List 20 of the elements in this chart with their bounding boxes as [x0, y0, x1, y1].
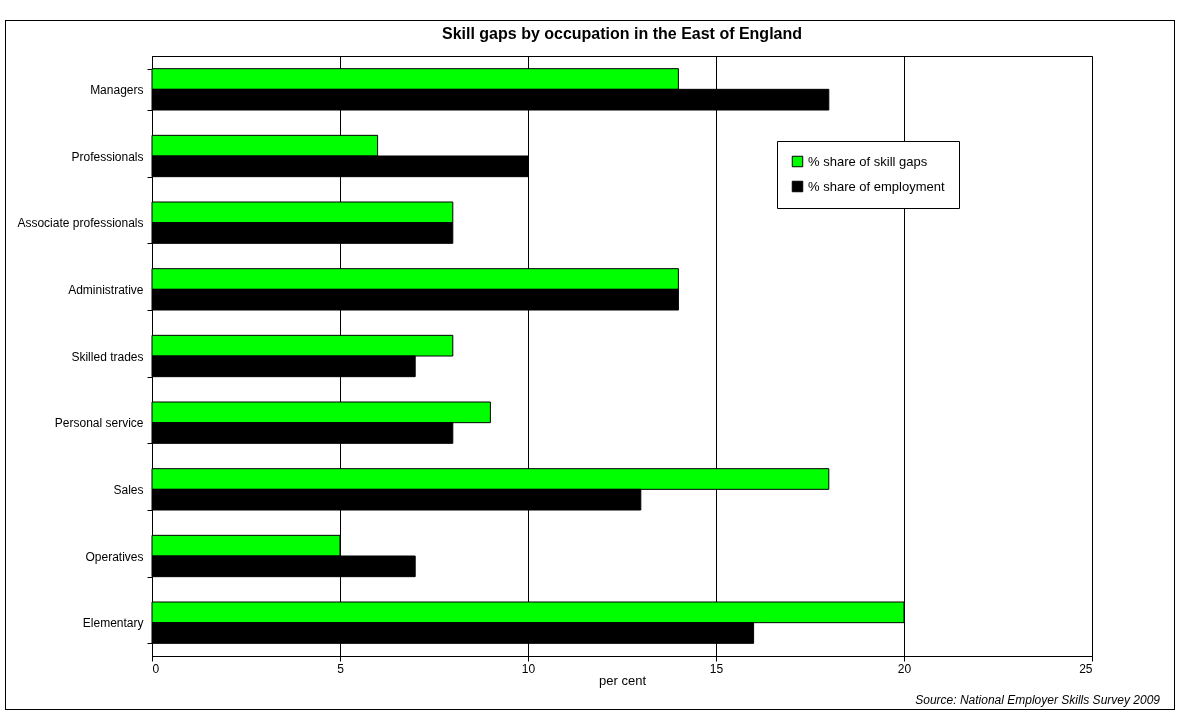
- y-tick-label: Associate professionals: [17, 216, 144, 231]
- source-note: Source: National Employer Skills Survey 2009: [915, 693, 1160, 707]
- x-tick-label: 20: [897, 661, 912, 676]
- x-tick-label: 10: [521, 661, 536, 676]
- y-tick-label: Administrative: [68, 282, 144, 297]
- legend-label: % share of employment: [808, 178, 945, 194]
- y-tick-label: Personal service: [54, 416, 144, 431]
- y-tick-label: Elementary: [82, 616, 144, 631]
- x-tick-label: 15: [709, 661, 724, 676]
- x-axis-title: per cent: [599, 672, 647, 688]
- x-tick-label: 25: [1079, 661, 1093, 676]
- legend-label: % share of skill gaps: [808, 153, 928, 169]
- y-tick-label: Operatives: [85, 549, 144, 564]
- x-tick-label: 0: [152, 661, 160, 676]
- x-tick-label: 5: [337, 661, 345, 676]
- y-tick-label: Skilled trades: [71, 349, 144, 364]
- chart-title: Skill gaps by occupation in the East of England: [441, 25, 803, 42]
- y-tick-label: Sales: [113, 482, 144, 497]
- y-tick-label: Professionals: [71, 149, 144, 164]
- y-tick-label: Managers: [90, 82, 144, 97]
